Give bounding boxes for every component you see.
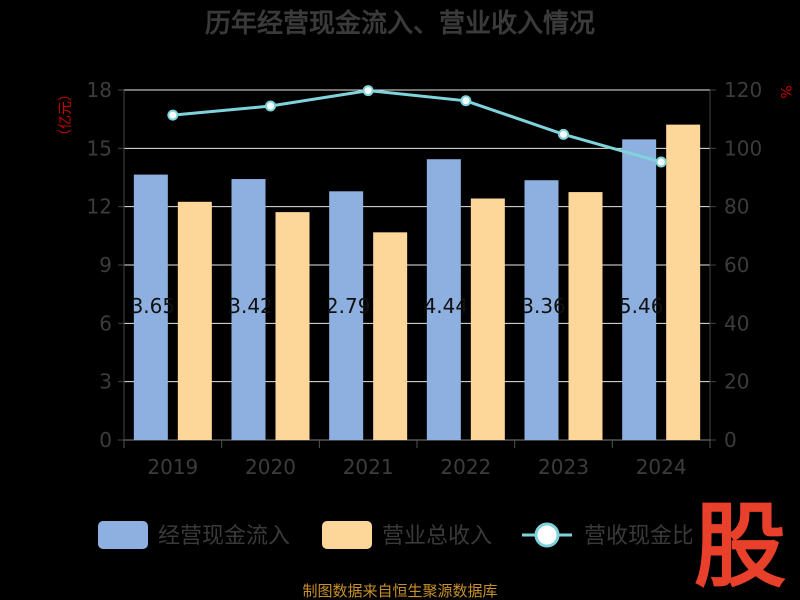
- y-left-tick-label: 6: [99, 311, 112, 335]
- legend-label-ratio: 营收现金比: [584, 524, 694, 549]
- legend-swatch-cash-inflow: [98, 521, 148, 549]
- ratio-point: [362, 85, 374, 97]
- y-left-tick-label: 9: [99, 253, 112, 277]
- x-tick-label: 2021: [343, 455, 394, 479]
- x-tick-label: 2022: [440, 455, 491, 479]
- source-note: 制图数据来自恒生聚源数据库: [302, 582, 497, 600]
- data-label-cash-inflow: 2.79: [326, 294, 371, 318]
- x-tick-label: 2023: [538, 455, 589, 479]
- legend: 经营现金流入 营业总收入 营收现金比: [98, 521, 694, 549]
- ratio-polyline: [172, 89, 662, 164]
- legend-marker-ratio: [534, 522, 560, 548]
- ratio-line: [167, 85, 667, 168]
- data-label-cash-inflow: 4.44: [424, 294, 469, 318]
- bar-revenue: [275, 212, 310, 440]
- y-right-tick-label: 20: [724, 370, 749, 394]
- y-right-tick-label: 0: [724, 428, 737, 452]
- y-left-tick-label: 15: [87, 136, 112, 160]
- data-label-cash-inflow: 3.42: [228, 294, 273, 318]
- bar-revenue: [177, 201, 212, 440]
- bar-revenue: [666, 124, 701, 440]
- data-labels: 3.65 3.42 2.79 4.44 3.36 5.46: [131, 294, 664, 318]
- bar-cash-inflow: [524, 180, 559, 440]
- bar-revenue: [568, 192, 603, 440]
- legend-swatch-revenue: [322, 521, 372, 549]
- data-label-cash-inflow: 5.46: [619, 294, 664, 318]
- y-right-tick-label: 100: [724, 136, 762, 160]
- y-left-tick-label: 12: [87, 195, 112, 219]
- left-axis-unit: （亿元）: [58, 87, 74, 143]
- right-axis-unit: %: [777, 85, 793, 98]
- bar-cash-inflow: [133, 174, 168, 441]
- bar-cash-inflow: [426, 159, 461, 440]
- legend-label-revenue: 营业总收入: [382, 524, 492, 549]
- y-left-tick-label: 3: [99, 370, 112, 394]
- ratio-point: [460, 95, 472, 107]
- bar-cash-inflow: [231, 179, 266, 441]
- grid-lines: [124, 89, 710, 383]
- data-label-cash-inflow: 3.65: [131, 294, 176, 318]
- axes: 0 0 3 20 6 40 9 60 12 80 15 100 18 120 2019 2020 2021 202…: [87, 78, 763, 479]
- ratio-point: [265, 100, 276, 112]
- y-right-tick-label: 40: [724, 311, 749, 335]
- y-left-tick-label: 18: [87, 78, 112, 102]
- y-right-tick-label: 60: [724, 253, 749, 277]
- data-label-cash-inflow: 3.36: [521, 294, 566, 318]
- bar-revenue: [373, 232, 408, 440]
- x-tick-label: 2019: [147, 455, 198, 479]
- x-tick-label: 2024: [636, 455, 687, 479]
- ratio-point: [167, 109, 179, 121]
- ratio-point: [655, 156, 667, 168]
- bar-cash-inflow: [622, 139, 657, 440]
- legend-label-cash-inflow: 经营现金流入: [158, 524, 290, 549]
- watermark-glyph: 股: [694, 493, 786, 600]
- y-left-tick-label: 0: [99, 428, 112, 452]
- bars: [133, 124, 701, 441]
- watermark-logo: 股: [692, 493, 788, 600]
- ratio-point: [558, 128, 569, 140]
- bar-cash-inflow: [329, 191, 364, 440]
- bar-revenue: [470, 198, 505, 440]
- x-tick-label: 2020: [245, 455, 296, 479]
- y-right-tick-label: 80: [724, 195, 749, 219]
- chart-title: 历年经营现金流入、营业收入情况: [205, 8, 595, 39]
- y-right-tick-label: 120: [724, 78, 762, 102]
